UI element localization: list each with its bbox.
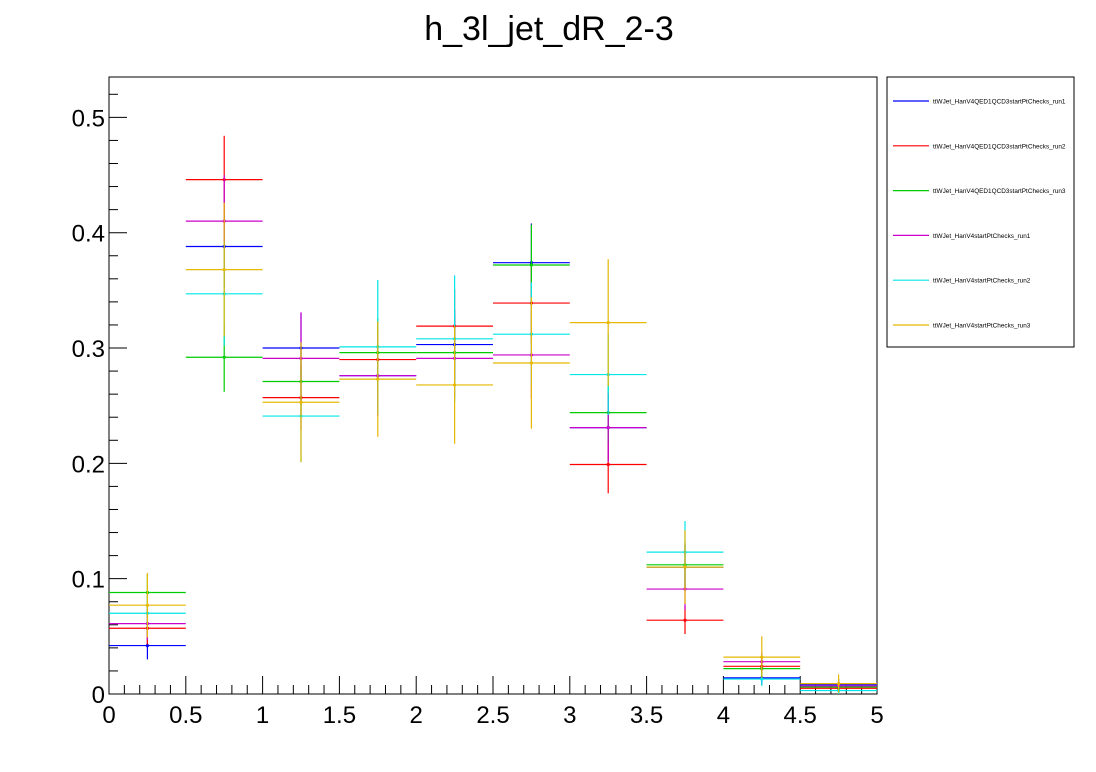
legend-entry: ttWJet_HanV4QED1QCD3startPtChecks_run3 bbox=[893, 188, 1066, 195]
x-tick-label: 3.5 bbox=[630, 702, 663, 729]
axes: 0 0.5 1 1.5 2 2.5 3 3.5 4 4.5 5 0 0.1 0.2 0.3 0.4 0.5 bbox=[72, 93, 884, 729]
data-point bbox=[760, 655, 764, 659]
data-point bbox=[376, 377, 380, 381]
x-tick-label: 2.5 bbox=[476, 702, 509, 729]
data-point bbox=[837, 682, 841, 686]
x-tick-label: 2 bbox=[410, 702, 423, 729]
legend-label: ttWJet_HanV4startPtChecks_run3 bbox=[933, 323, 1031, 330]
legend-label: ttWJet_HanV4startPtChecks_run2 bbox=[933, 278, 1031, 285]
data-point bbox=[453, 383, 457, 387]
data-point bbox=[145, 643, 149, 648]
data-point bbox=[760, 677, 764, 681]
data-point bbox=[606, 462, 610, 467]
y-tick-label: 0.3 bbox=[72, 336, 105, 363]
legend-label: ttWJet_HanV4startPtChecks_run1 bbox=[933, 233, 1031, 240]
data-point bbox=[222, 267, 226, 272]
y-tick-label: 0 bbox=[92, 682, 105, 709]
x-tick-label: 5 bbox=[870, 702, 883, 729]
data-point bbox=[529, 361, 534, 365]
x-tick-label: 0.5 bbox=[169, 702, 202, 729]
legend-entry: ttWJet_HanV4QED1QCD3startPtChecks_run2 bbox=[893, 143, 1066, 150]
x-tick-label: 0 bbox=[102, 702, 115, 729]
x-tick-label: 3 bbox=[563, 702, 576, 729]
data-point bbox=[145, 603, 149, 607]
legend-entry: ttWJet_HanV4QED1QCD3startPtChecks_run1 bbox=[893, 99, 1066, 106]
x-tick-label: 4 bbox=[717, 702, 730, 729]
x-tick-label: 1 bbox=[256, 702, 269, 729]
legend: ttWJet_HanV4QED1QCD3startPtChecks_run1tt… bbox=[893, 99, 1066, 330]
legend-box bbox=[886, 76, 1075, 348]
legend-label: ttWJet_HanV4QED1QCD3startPtChecks_run3 bbox=[933, 188, 1066, 195]
data-point bbox=[683, 618, 687, 622]
y-tick-label: 0.2 bbox=[72, 451, 105, 478]
legend-entry: ttWJet_HanV4startPtChecks_run1 bbox=[893, 233, 1031, 240]
x-tick-label: 4.5 bbox=[784, 702, 817, 729]
legend-entry: ttWJet_HanV4startPtChecks_run3 bbox=[893, 323, 1031, 330]
data-point bbox=[299, 400, 303, 404]
data-point bbox=[222, 355, 226, 359]
x-tick-label: 1.5 bbox=[323, 702, 356, 729]
y-tick-label: 0.5 bbox=[72, 105, 105, 132]
data-point bbox=[606, 321, 610, 325]
data-point bbox=[529, 263, 534, 267]
y-tick-label: 0.4 bbox=[72, 221, 105, 248]
series-6 bbox=[109, 202, 877, 693]
legend-entry: ttWJet_HanV4startPtChecks_run2 bbox=[893, 278, 1031, 285]
y-tick-label: 0.1 bbox=[72, 567, 105, 594]
chart-title: h_3l_jet_dR_2-3 bbox=[424, 10, 674, 48]
data-point bbox=[683, 565, 687, 569]
data-point bbox=[606, 425, 610, 430]
series-layer bbox=[109, 135, 877, 694]
legend-label: ttWJet_HanV4QED1QCD3startPtChecks_run1 bbox=[933, 99, 1066, 106]
legend-label: ttWJet_HanV4QED1QCD3startPtChecks_run2 bbox=[933, 143, 1066, 150]
